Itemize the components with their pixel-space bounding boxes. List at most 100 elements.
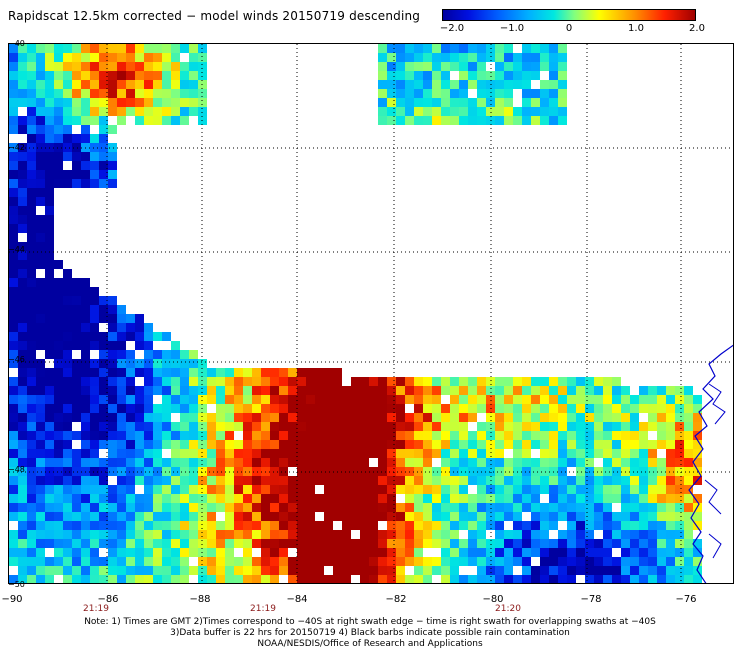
wind-difference-cell	[612, 458, 621, 467]
wind-difference-cell	[225, 575, 234, 583]
wind-difference-cell	[72, 98, 81, 107]
wind-difference-cell	[81, 530, 90, 539]
wind-difference-cell	[270, 467, 279, 476]
wind-difference-cell	[162, 548, 171, 557]
wind-difference-cell	[207, 440, 216, 449]
wind-difference-cell	[270, 548, 279, 557]
wind-difference-cell	[279, 485, 288, 494]
wind-difference-cell	[666, 575, 675, 583]
colorbar-tick: 1.0	[628, 23, 644, 34]
wind-difference-cell	[351, 476, 360, 485]
wind-difference-cell	[333, 566, 342, 575]
wind-difference-cell	[387, 89, 396, 98]
wind-difference-cell	[468, 395, 477, 404]
wind-difference-cell	[387, 98, 396, 107]
wind-difference-cell	[252, 539, 261, 548]
wind-difference-cell	[54, 467, 63, 476]
wind-difference-cell	[396, 98, 405, 107]
wind-difference-cell	[630, 557, 639, 566]
wind-difference-cell	[477, 44, 486, 53]
wind-difference-cell	[36, 557, 45, 566]
wind-difference-cell	[441, 548, 450, 557]
wind-difference-cell	[108, 530, 117, 539]
wind-difference-cell	[675, 494, 684, 503]
wind-difference-cell	[423, 521, 432, 530]
wind-difference-cell	[441, 503, 450, 512]
wind-difference-cell	[153, 413, 162, 422]
wind-difference-cell	[72, 431, 81, 440]
wind-difference-cell	[153, 440, 162, 449]
wind-difference-cell	[378, 440, 387, 449]
wind-difference-cell	[153, 350, 162, 359]
lat-label: −46	[8, 355, 25, 364]
wind-difference-cell	[504, 116, 513, 125]
wind-difference-cell	[369, 386, 378, 395]
wind-difference-cell	[27, 539, 36, 548]
wind-difference-cell	[72, 71, 81, 80]
wind-difference-cell	[117, 341, 126, 350]
wind-difference-cell	[666, 431, 675, 440]
wind-difference-cell	[63, 134, 72, 143]
wind-difference-cell	[54, 395, 63, 404]
wind-difference-cell	[27, 206, 36, 215]
wind-difference-cell	[495, 89, 504, 98]
wind-difference-cell	[603, 404, 612, 413]
wind-difference-cell	[396, 89, 405, 98]
wind-difference-cell	[171, 71, 180, 80]
wind-difference-cell	[495, 431, 504, 440]
wind-difference-cell	[693, 422, 702, 431]
wind-difference-cell	[450, 422, 459, 431]
wind-difference-cell	[108, 143, 117, 152]
wind-difference-cell	[666, 530, 675, 539]
wind-difference-cell	[594, 431, 603, 440]
wind-difference-cell	[306, 476, 315, 485]
wind-difference-cell	[666, 467, 675, 476]
wind-difference-cell	[522, 386, 531, 395]
wind-difference-cell	[297, 368, 306, 377]
wind-difference-cell	[522, 53, 531, 62]
wind-difference-cell	[423, 467, 432, 476]
wind-difference-cell	[396, 512, 405, 521]
wind-difference-cell	[612, 404, 621, 413]
wind-difference-cell	[27, 368, 36, 377]
wind-difference-cell	[162, 422, 171, 431]
wind-difference-cell	[513, 62, 522, 71]
wind-difference-cell	[351, 377, 360, 386]
wind-difference-cell	[486, 71, 495, 80]
wind-difference-cell	[45, 377, 54, 386]
wind-difference-cell	[234, 440, 243, 449]
wind-difference-cell	[108, 431, 117, 440]
wind-difference-cell	[9, 440, 18, 449]
wind-difference-cell	[441, 575, 450, 583]
wind-difference-cell	[630, 521, 639, 530]
wind-difference-cell	[459, 494, 468, 503]
wind-difference-cell	[522, 413, 531, 422]
wind-difference-cell	[558, 503, 567, 512]
wind-difference-cell	[468, 413, 477, 422]
wind-difference-cell	[9, 116, 18, 125]
wind-difference-cell	[612, 422, 621, 431]
wind-difference-cell	[288, 485, 297, 494]
wind-difference-cell	[594, 575, 603, 583]
wind-difference-cell	[198, 494, 207, 503]
wind-difference-cell	[18, 323, 27, 332]
wind-difference-cell	[189, 566, 198, 575]
wind-difference-cell	[693, 521, 702, 530]
wind-difference-cell	[252, 521, 261, 530]
wind-difference-cell	[432, 386, 441, 395]
lat-label: −40	[8, 39, 25, 48]
wind-difference-cell	[378, 413, 387, 422]
wind-difference-cell	[18, 251, 27, 260]
wind-difference-cell	[18, 80, 27, 89]
wind-difference-cell	[342, 467, 351, 476]
wind-difference-cell	[108, 377, 117, 386]
wind-difference-cell	[315, 503, 324, 512]
wind-difference-cell	[549, 512, 558, 521]
wind-difference-cell	[126, 575, 135, 583]
wind-difference-cell	[99, 44, 108, 53]
wind-difference-cell	[495, 107, 504, 116]
wind-difference-cell	[18, 53, 27, 62]
wind-difference-cell	[675, 440, 684, 449]
wind-difference-cell	[171, 512, 180, 521]
wind-difference-cell	[450, 458, 459, 467]
